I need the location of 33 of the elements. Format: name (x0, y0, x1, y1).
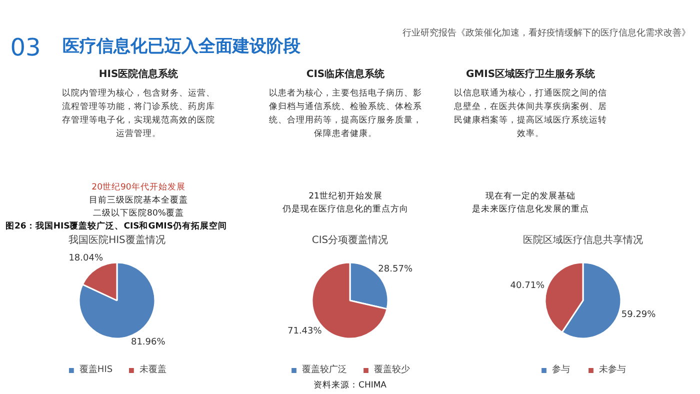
data-label: 18.04% (68, 253, 104, 264)
data-label: 40.71% (510, 281, 546, 292)
text: 以患者为核心，主要包括电子病历、影像归档与通信系统、检验系统、体检系统、合理用药等，提高医疗服务质量，保障患者健康。 (269, 88, 422, 139)
data-label: 71.43% (287, 326, 322, 337)
text: 行业研究报告《政策催化加速，看好疫情缓解下的医疗信息化需求改善》 (402, 28, 690, 38)
caption: 图26：我国HIS覆盖较广泛、CIS和GMIS仍有拓展空间 (6, 220, 227, 232)
data-label: 28.57% (378, 264, 413, 274)
legend-label: 覆盖较少 (374, 363, 410, 376)
text: 以信息联通为核心，打通医院之间的信息壁垒，在医共体间共享疾病案例、居民健康档案等，提高区域医疗系统运转效率。 (453, 88, 607, 139)
text: HIS医院信息系统 (98, 68, 180, 80)
legend-label: 覆盖较广泛 (302, 363, 347, 376)
text: 目前三级医院基本全覆盖 (89, 194, 188, 206)
data-label: 81.96% (130, 338, 166, 348)
text: 仍是现在医疗信息化的重点方向 (282, 204, 408, 214)
text: 现在有一定的发展基础 (486, 190, 576, 202)
legend-label: 覆盖HIS (79, 363, 113, 376)
text: 是未来医疗信息化发展的重点 (472, 204, 589, 214)
text: GMIS区域医疗卫生服务系统 (466, 68, 596, 80)
chart-title: 医院区域医疗信息共享情况 (523, 234, 643, 246)
chart-title: CIS分项覆盖情况 (312, 234, 388, 246)
data-label: 59.29% (621, 310, 656, 320)
text: 二级以下医院80%覆盖 (93, 208, 184, 218)
text: 资料来源：CHIMA (314, 380, 387, 390)
text: 20世纪90年代开始发展 (92, 182, 186, 192)
legend-label: 未参与 (599, 364, 626, 376)
legend-label: 参与 (552, 364, 571, 376)
text: CIS临床信息系统 (306, 68, 386, 80)
legend-label: 未覆盖 (140, 363, 167, 376)
text: 以院内管理为核心，包含财务、运营、流程管理等功能，将门诊系统、药房库存管理等电子化，实现规范高效的医院运营管理。 (62, 88, 215, 139)
chart-title: 我国医院HIS覆盖情况 (68, 234, 166, 246)
text: 医疗信息化已迈入全面建设阶段 (62, 36, 302, 56)
text: 21世纪初开始发展 (308, 190, 382, 202)
text: 03 (10, 34, 41, 62)
